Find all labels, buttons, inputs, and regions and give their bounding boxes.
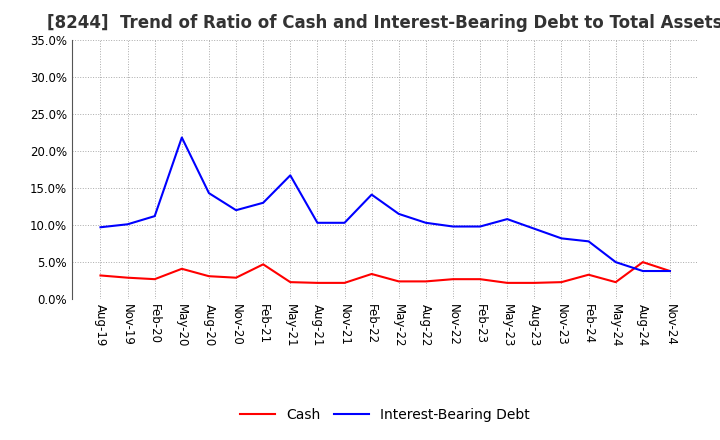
Cash: [530, 280, 539, 286]
Cash: [232, 275, 240, 280]
Interest-Bearing Debt: [259, 200, 268, 205]
Interest-Bearing Debt: [449, 224, 457, 229]
Interest-Bearing Debt: [313, 220, 322, 225]
Interest-Bearing Debt: [123, 222, 132, 227]
Interest-Bearing Debt: [584, 239, 593, 244]
Interest-Bearing Debt: [665, 268, 674, 274]
Line: Interest-Bearing Debt: Interest-Bearing Debt: [101, 138, 670, 271]
Cash: [367, 271, 376, 277]
Interest-Bearing Debt: [341, 220, 349, 225]
Interest-Bearing Debt: [639, 268, 647, 274]
Interest-Bearing Debt: [611, 260, 620, 265]
Cash: [503, 280, 511, 286]
Legend: Cash, Interest-Bearing Debt: Cash, Interest-Bearing Debt: [235, 402, 536, 427]
Cash: [665, 268, 674, 274]
Cash: [584, 272, 593, 277]
Interest-Bearing Debt: [150, 213, 159, 219]
Cash: [204, 274, 213, 279]
Cash: [476, 276, 485, 282]
Cash: [639, 260, 647, 265]
Interest-Bearing Debt: [178, 135, 186, 140]
Interest-Bearing Debt: [395, 211, 403, 216]
Cash: [611, 279, 620, 285]
Interest-Bearing Debt: [503, 216, 511, 222]
Cash: [150, 276, 159, 282]
Cash: [259, 262, 268, 267]
Cash: [557, 279, 566, 285]
Cash: [395, 279, 403, 284]
Interest-Bearing Debt: [530, 226, 539, 231]
Title: [8244]  Trend of Ratio of Cash and Interest-Bearing Debt to Total Assets: [8244] Trend of Ratio of Cash and Intere…: [48, 15, 720, 33]
Cash: [286, 279, 294, 285]
Interest-Bearing Debt: [367, 192, 376, 197]
Cash: [341, 280, 349, 286]
Cash: [313, 280, 322, 286]
Cash: [421, 279, 430, 284]
Interest-Bearing Debt: [286, 172, 294, 178]
Interest-Bearing Debt: [476, 224, 485, 229]
Interest-Bearing Debt: [421, 220, 430, 225]
Cash: [178, 266, 186, 271]
Cash: [449, 276, 457, 282]
Interest-Bearing Debt: [557, 236, 566, 241]
Cash: [96, 273, 105, 278]
Interest-Bearing Debt: [204, 191, 213, 196]
Line: Cash: Cash: [101, 262, 670, 283]
Interest-Bearing Debt: [96, 224, 105, 230]
Cash: [123, 275, 132, 280]
Interest-Bearing Debt: [232, 208, 240, 213]
